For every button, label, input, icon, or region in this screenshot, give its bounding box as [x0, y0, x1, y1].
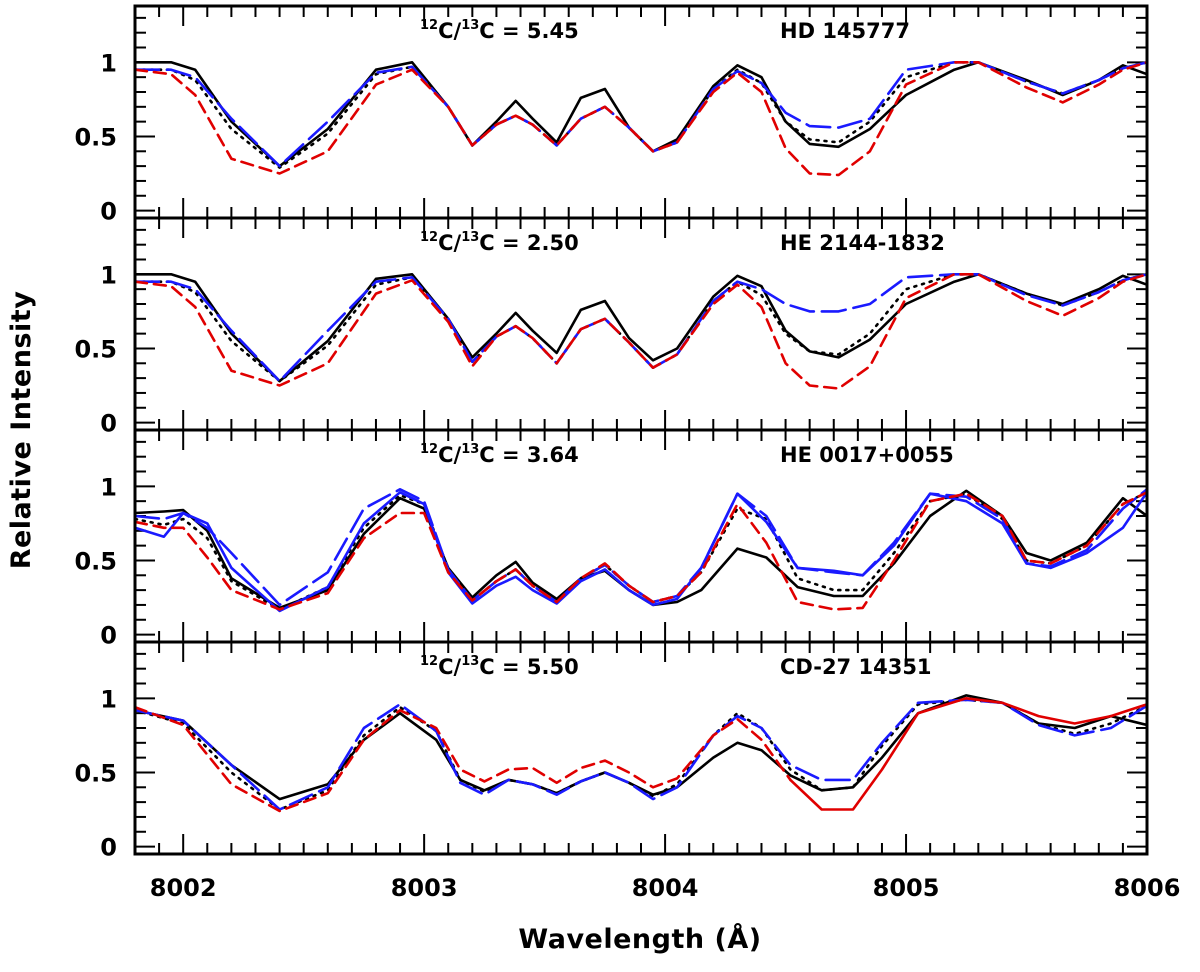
isotope-mass-number: 12: [420, 442, 438, 457]
panel-3: 0 0.5 1 12C/13C = 3.64 HE 0017+0055: [74, 428, 1149, 650]
series-line-1: [135, 273, 1147, 383]
y-tick-label: 0.5: [74, 335, 117, 363]
isotope-ratio-text: C = 5.45: [479, 19, 578, 43]
x-tick-label: 8002: [150, 874, 217, 902]
star-name-label: HD 145777: [780, 19, 910, 43]
series-line-3: [135, 61, 1147, 168]
isotope-ratio-label: 12C/13C = 5.45: [420, 18, 579, 43]
isotope-ratio-text: C = 2.50: [479, 231, 578, 255]
panel-curves: [135, 488, 1147, 613]
panel-2: 0 0.5 1 12C/13C = 2.50 HE 2144-1832: [74, 216, 1149, 438]
series-line-1: [135, 61, 1147, 168]
y-tick-label: 0.5: [74, 123, 117, 151]
y-tick-label: 0: [100, 622, 117, 650]
isotope-mass-number: 12: [420, 230, 438, 245]
series-line-1: [135, 694, 1147, 801]
series-line-4: [135, 705, 792, 813]
series-line-5: [135, 491, 1147, 611]
isotope-ratio-text: C = 3.64: [479, 443, 578, 467]
star-name-label: HE 2144-1832: [780, 231, 945, 255]
star-name-label: HE 0017+0055: [780, 443, 954, 467]
y-tick-label: 0.5: [74, 547, 117, 575]
series-line-1: [135, 489, 1147, 610]
panel-1: 0 0.5 1 12C/13C = 5.45 HD 145777: [74, 4, 1149, 226]
panel-frame: [133, 428, 1149, 644]
series-line-4: [135, 61, 1147, 177]
isotope-ratio-text: C/: [438, 655, 461, 679]
series-line-3: [135, 273, 1147, 383]
y-tick-label: 0: [100, 834, 117, 862]
panel-frame: [133, 640, 1149, 856]
isotope-mass-number: 13: [461, 654, 479, 669]
series-line-4: [135, 273, 1147, 390]
isotope-ratio-text: C/: [438, 231, 461, 255]
x-axis-title: Wavelength (Å): [518, 923, 761, 955]
y-tick-label: 0.5: [74, 759, 117, 787]
panel-frame: [133, 4, 1149, 220]
panel-frame: [133, 216, 1149, 432]
isotope-ratio-label: 12C/13C = 2.50: [420, 230, 579, 255]
series-line-2: [135, 61, 1147, 169]
series-line-5: [789, 697, 1147, 811]
isotope-mass-number: 12: [420, 654, 438, 669]
star-name-label: CD-27 14351: [780, 655, 932, 679]
x-tick-label: 8005: [873, 874, 940, 902]
isotope-ratio-label: 12C/13C = 5.50: [420, 654, 579, 679]
isotope-ratio-text: C/: [438, 19, 461, 43]
y-tick-label: 1: [100, 473, 117, 501]
isotope-ratio-label: 12C/13C = 3.64: [420, 442, 579, 467]
panel-4: 0 0.5 1 12C/13C = 5.50 CD-27 14351: [74, 640, 1149, 862]
isotope-ratio-text: C/: [438, 443, 461, 467]
series-line-2: [135, 698, 1147, 811]
y-axis-title: Relative Intensity: [6, 291, 37, 570]
x-tick-label: 8006: [1114, 874, 1181, 902]
isotope-mass-number: 13: [461, 442, 479, 457]
series-line-3: [135, 698, 1147, 811]
panel-curves: [135, 273, 1147, 390]
isotope-mass-number: 13: [461, 18, 479, 33]
x-tick-label: 8004: [632, 874, 699, 902]
isotope-mass-number: 12: [420, 18, 438, 33]
y-tick-label: 0: [100, 198, 117, 226]
isotope-mass-number: 13: [461, 230, 479, 245]
y-tick-label: 1: [100, 261, 117, 289]
panel-curves: [135, 61, 1147, 177]
panel-curves: [135, 694, 1147, 813]
x-tick-label: 8003: [391, 874, 458, 902]
series-line-4: [135, 488, 1147, 607]
series-line-2: [135, 273, 1147, 383]
y-tick-label: 0: [100, 410, 117, 438]
series-line-3: [135, 491, 1147, 613]
y-tick-label: 1: [100, 685, 117, 713]
y-tick-label: 1: [100, 49, 117, 77]
isotope-ratio-text: C = 5.50: [479, 655, 578, 679]
